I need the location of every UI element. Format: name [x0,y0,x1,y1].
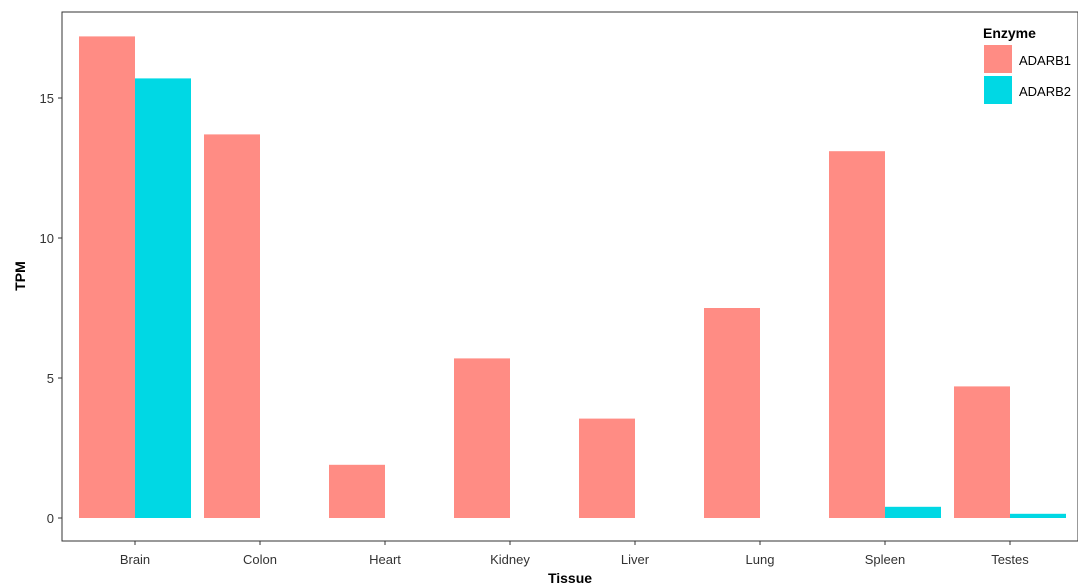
legend-label-adarb2: ADARB2 [1019,84,1071,99]
y-tick-label: 10 [40,231,54,246]
y-axis: 0 5 10 15 [40,91,62,526]
bar-adarb1-lung [704,308,760,518]
legend-title: Enzyme [983,25,1036,41]
bar-adarb2-testes [1010,513,1066,518]
bars-layer [79,36,1066,519]
x-axis-title: Tissue [548,570,592,586]
legend: Enzyme ADARB1 ADARB2 [983,25,1071,104]
y-tick-label: 5 [47,371,54,386]
bar-adarb1-colon [204,134,260,518]
bar-adarb2-spleen [885,506,941,518]
x-tick-label-brain: Brain [120,552,150,567]
bar-adarb1-heart [329,464,385,518]
legend-swatch-adarb1 [984,45,1012,73]
x-tick-label-heart: Heart [369,552,401,567]
x-tick-label-lung: Lung [746,552,775,567]
x-tick-label-spleen: Spleen [865,552,905,567]
x-tick-label-liver: Liver [621,552,650,567]
bar-adarb1-spleen [829,151,885,518]
bar-adarb2-brain [135,78,191,519]
x-tick-label-kidney: Kidney [490,552,530,567]
y-tick-label: 0 [47,511,54,526]
y-tick-label: 15 [40,91,54,106]
legend-swatch-adarb2 [984,76,1012,104]
bar-adarb1-kidney [454,358,510,518]
y-axis-title: TPM [12,261,28,291]
bar-adarb1-brain [79,36,135,519]
bar-adarb1-liver [579,418,635,518]
x-tick-label-testes: Testes [991,552,1029,567]
x-axis: Brain Colon Heart Kidney Liver Lung Spleen Test… [120,541,1029,567]
x-tick-label-colon: Colon [243,552,277,567]
legend-label-adarb1: ADARB1 [1019,53,1071,68]
bar-adarb1-testes [954,386,1010,518]
